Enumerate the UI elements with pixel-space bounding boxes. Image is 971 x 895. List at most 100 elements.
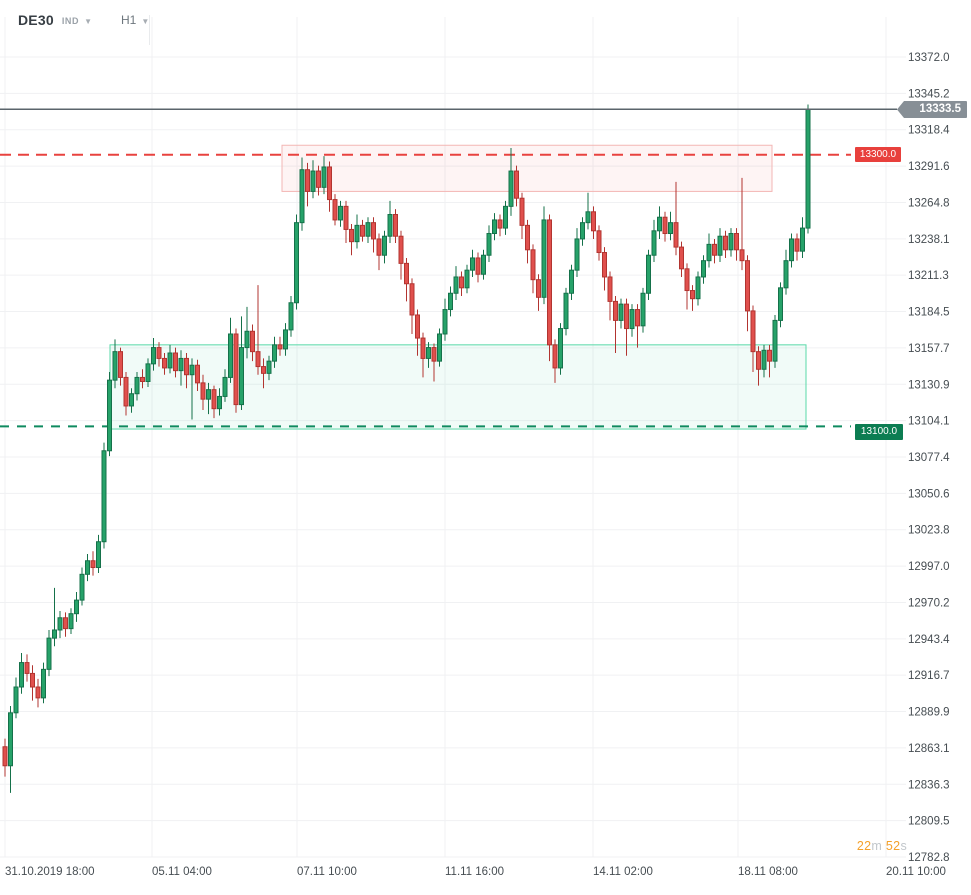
candle-bullish	[651, 230, 657, 256]
candle-bullish	[101, 450, 107, 543]
candle-bearish	[404, 262, 409, 285]
candle-bearish	[673, 222, 679, 248]
price-axis-label: 13157.7	[908, 343, 950, 355]
support-price-badge[interactable]: 13100.0	[855, 424, 903, 440]
candle-bullish	[805, 108, 811, 229]
candle-bullish	[778, 287, 783, 321]
candle-bearish	[261, 366, 266, 374]
candle-bearish	[343, 205, 349, 230]
candle-bearish	[173, 352, 178, 372]
candle-bullish	[442, 309, 448, 335]
candle-bullish	[239, 347, 244, 406]
candle-bullish	[107, 379, 112, 452]
candle-bearish	[756, 351, 761, 370]
candle-bullish	[800, 227, 805, 252]
candle-bullish	[151, 347, 156, 365]
candle-bearish	[277, 344, 283, 350]
candle-bullish	[701, 260, 706, 278]
candle-bearish	[2, 746, 8, 767]
candle-bearish	[750, 310, 756, 353]
candle-bullish	[761, 349, 767, 370]
candle-bullish	[448, 292, 453, 311]
candle-bearish	[712, 243, 717, 256]
candle-bearish	[519, 197, 525, 226]
candle-bullish	[580, 222, 585, 240]
candle-countdown-timer: 22m 52s	[857, 839, 907, 853]
candle-bearish	[767, 349, 772, 362]
price-axis-label: 13318.4	[908, 125, 950, 137]
instrument-type-label: IND	[61, 16, 80, 26]
candle-bearish	[123, 376, 129, 407]
candle-bearish	[552, 344, 558, 369]
candle-bearish	[118, 351, 123, 378]
candle-bearish	[679, 246, 684, 270]
candle-bullish	[453, 276, 459, 294]
countdown-seconds-unit: s	[900, 839, 907, 853]
symbol-selector[interactable]: DE30 IND ▼	[18, 12, 92, 28]
candle-bullish	[272, 344, 277, 362]
candle-bullish	[558, 328, 563, 369]
candle-bearish	[305, 169, 310, 192]
price-axis-label: 12782.8	[908, 852, 950, 864]
candle-bearish	[459, 276, 464, 289]
candle-bullish	[728, 233, 734, 251]
candle-bullish	[338, 205, 343, 221]
candle-bullish	[354, 224, 360, 243]
candle-bullish	[244, 330, 250, 349]
candle-bullish	[789, 238, 794, 262]
candle-bullish	[68, 613, 74, 630]
candle-bullish	[503, 205, 508, 229]
candle-bullish	[206, 389, 211, 400]
candle-bullish	[541, 219, 547, 298]
candle-bearish	[376, 238, 382, 256]
candle-bearish	[371, 222, 376, 240]
candle-bullish	[217, 395, 222, 410]
candle-bearish	[530, 249, 536, 281]
resistance-price-badge[interactable]: 13300.0	[855, 147, 901, 162]
candle-bearish	[739, 249, 745, 262]
candle-bearish	[794, 238, 800, 252]
candle-bearish	[536, 279, 541, 298]
candle-bearish	[393, 214, 398, 237]
candle-bullish	[134, 376, 140, 395]
candle-bearish	[332, 199, 338, 221]
candle-bullish	[8, 712, 13, 767]
candle-bullish	[222, 376, 228, 397]
candle-bearish	[602, 252, 607, 278]
timeframe-dropdown[interactable]: H1 ▼	[121, 13, 149, 27]
candle-bearish	[349, 228, 354, 243]
candle-bullish	[19, 662, 24, 688]
candle-bullish	[382, 235, 387, 256]
candle-bullish	[486, 233, 492, 256]
time-axis-label: 11.11 16:00	[445, 866, 504, 878]
candle-bullish	[167, 352, 173, 369]
candle-bearish	[156, 347, 162, 359]
time-axis-label: 20.11 10:00	[886, 866, 946, 878]
candle-bullish	[145, 363, 151, 383]
price-axis-label: 13238.1	[908, 234, 950, 246]
price-axis-label: 13291.6	[908, 161, 950, 173]
candle-bullish	[668, 222, 673, 235]
candle-bearish	[624, 303, 629, 330]
candle-bearish	[162, 357, 167, 369]
symbol-label: DE30	[18, 12, 54, 28]
candle-bullish	[569, 269, 574, 294]
candle-bearish	[211, 389, 217, 410]
candle-bearish	[497, 219, 503, 229]
price-axis-label: 13130.9	[908, 379, 950, 391]
price-axis-label: 13345.2	[908, 88, 950, 100]
countdown-minutes: 22	[856, 839, 872, 853]
price-axis-label: 13023.8	[908, 525, 950, 537]
candle-bearish	[613, 300, 618, 321]
candle-bullish	[74, 599, 79, 615]
timeframe-label: H1	[121, 13, 137, 27]
candle-bearish	[475, 257, 481, 275]
candle-bearish	[30, 672, 35, 688]
candle-bullish	[426, 347, 431, 359]
candle-bullish	[657, 216, 662, 232]
candle-bearish	[184, 357, 189, 376]
price-axis-label: 13104.1	[908, 416, 950, 428]
candle-bullish	[266, 360, 272, 374]
candle-bullish	[640, 292, 646, 327]
